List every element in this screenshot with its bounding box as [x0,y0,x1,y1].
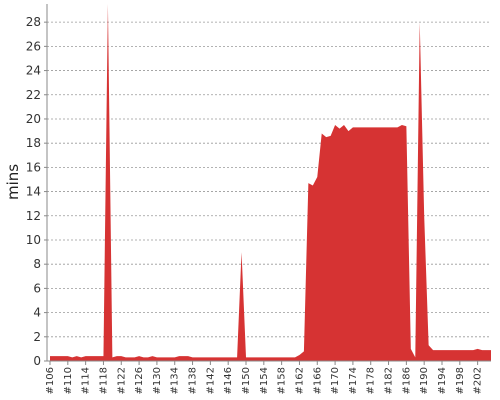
x-tick-label: #198 [455,367,466,394]
x-tick-label: #118 [98,367,109,394]
series-area [50,4,491,361]
y-tick-label: 10 [26,233,41,247]
x-tick-label: #170 [330,367,341,394]
x-tick-label: #166 [312,367,323,394]
y-tick-label: 16 [26,160,41,174]
y-tick-label: 0 [33,354,41,368]
x-tick-label: #126 [134,367,145,394]
y-tick-label: 12 [26,209,41,223]
x-tick-label: #182 [384,367,395,394]
x-tick-label: #142 [205,367,216,394]
y-tick-label: 20 [26,112,41,126]
y-tick-label: 14 [26,185,41,199]
x-tick-label: #146 [223,367,234,394]
x-tick-label: #110 [63,367,74,394]
x-tick-label: #194 [437,367,448,394]
x-tick-label: #114 [81,367,92,394]
x-tick-label: #106 [45,367,56,394]
y-tick-label: 26 [26,39,41,53]
x-tick-label: #158 [277,367,288,394]
x-tick-label: #174 [348,367,359,394]
x-tick-label: #138 [188,367,199,394]
plot-area [50,4,491,361]
x-tick-label: #134 [170,367,181,394]
x-tick-label: #190 [419,367,430,394]
x-tick-label: #178 [366,367,377,394]
y-tick-label: 4 [33,306,41,320]
y-tick-label: 28 [26,15,41,29]
x-tick-labels: #106 #110 #114 #118 #122 #126 #130 #134 #138 #142… [45,361,484,394]
y-tick-label: 24 [26,64,41,78]
x-tick-label: #150 [241,367,252,394]
x-tick-label: #154 [259,367,270,394]
x-tick-label: #130 [152,367,163,394]
y-tick-label: 18 [26,136,41,150]
x-tick-label: #202 [473,367,484,394]
y-tick-label: 6 [33,281,41,295]
x-tick-label: #162 [294,367,305,394]
y-tick-label: 2 [33,330,41,344]
x-tick-label: #122 [116,367,127,394]
y-axis-title: mins [4,164,22,200]
y-tick-label: 8 [33,257,41,271]
y-tick-label: 22 [26,88,41,102]
x-tick-label: #186 [401,367,412,394]
